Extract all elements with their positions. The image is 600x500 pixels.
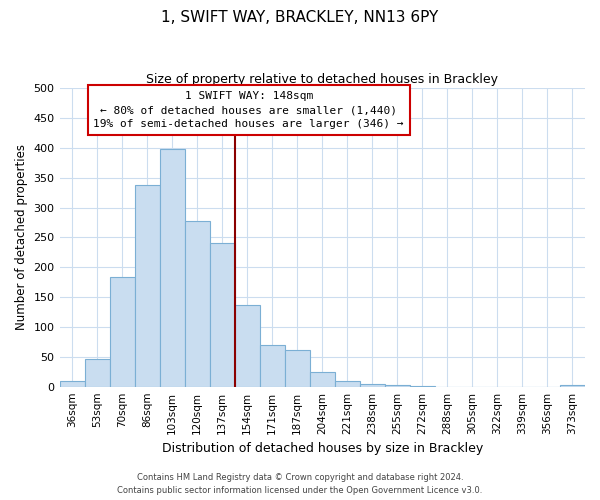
Text: Contains HM Land Registry data © Crown copyright and database right 2024.
Contai: Contains HM Land Registry data © Crown c… — [118, 474, 482, 495]
Bar — [134, 185, 160, 386]
Bar — [285, 350, 310, 387]
Bar — [235, 306, 260, 386]
Bar — [59, 380, 85, 386]
Bar — [360, 384, 385, 386]
Bar — [160, 149, 185, 386]
Y-axis label: Number of detached properties: Number of detached properties — [15, 144, 28, 330]
Title: Size of property relative to detached houses in Brackley: Size of property relative to detached ho… — [146, 72, 498, 86]
Text: 1 SWIFT WAY: 148sqm
← 80% of detached houses are smaller (1,440)
19% of semi-det: 1 SWIFT WAY: 148sqm ← 80% of detached ho… — [94, 91, 404, 129]
Bar — [110, 277, 134, 386]
Bar — [335, 380, 360, 386]
Bar — [185, 221, 209, 386]
Text: 1, SWIFT WAY, BRACKLEY, NN13 6PY: 1, SWIFT WAY, BRACKLEY, NN13 6PY — [161, 10, 439, 25]
Bar — [310, 372, 335, 386]
X-axis label: Distribution of detached houses by size in Brackley: Distribution of detached houses by size … — [161, 442, 483, 455]
Bar — [260, 345, 285, 387]
Bar — [209, 242, 235, 386]
Bar — [85, 358, 110, 386]
